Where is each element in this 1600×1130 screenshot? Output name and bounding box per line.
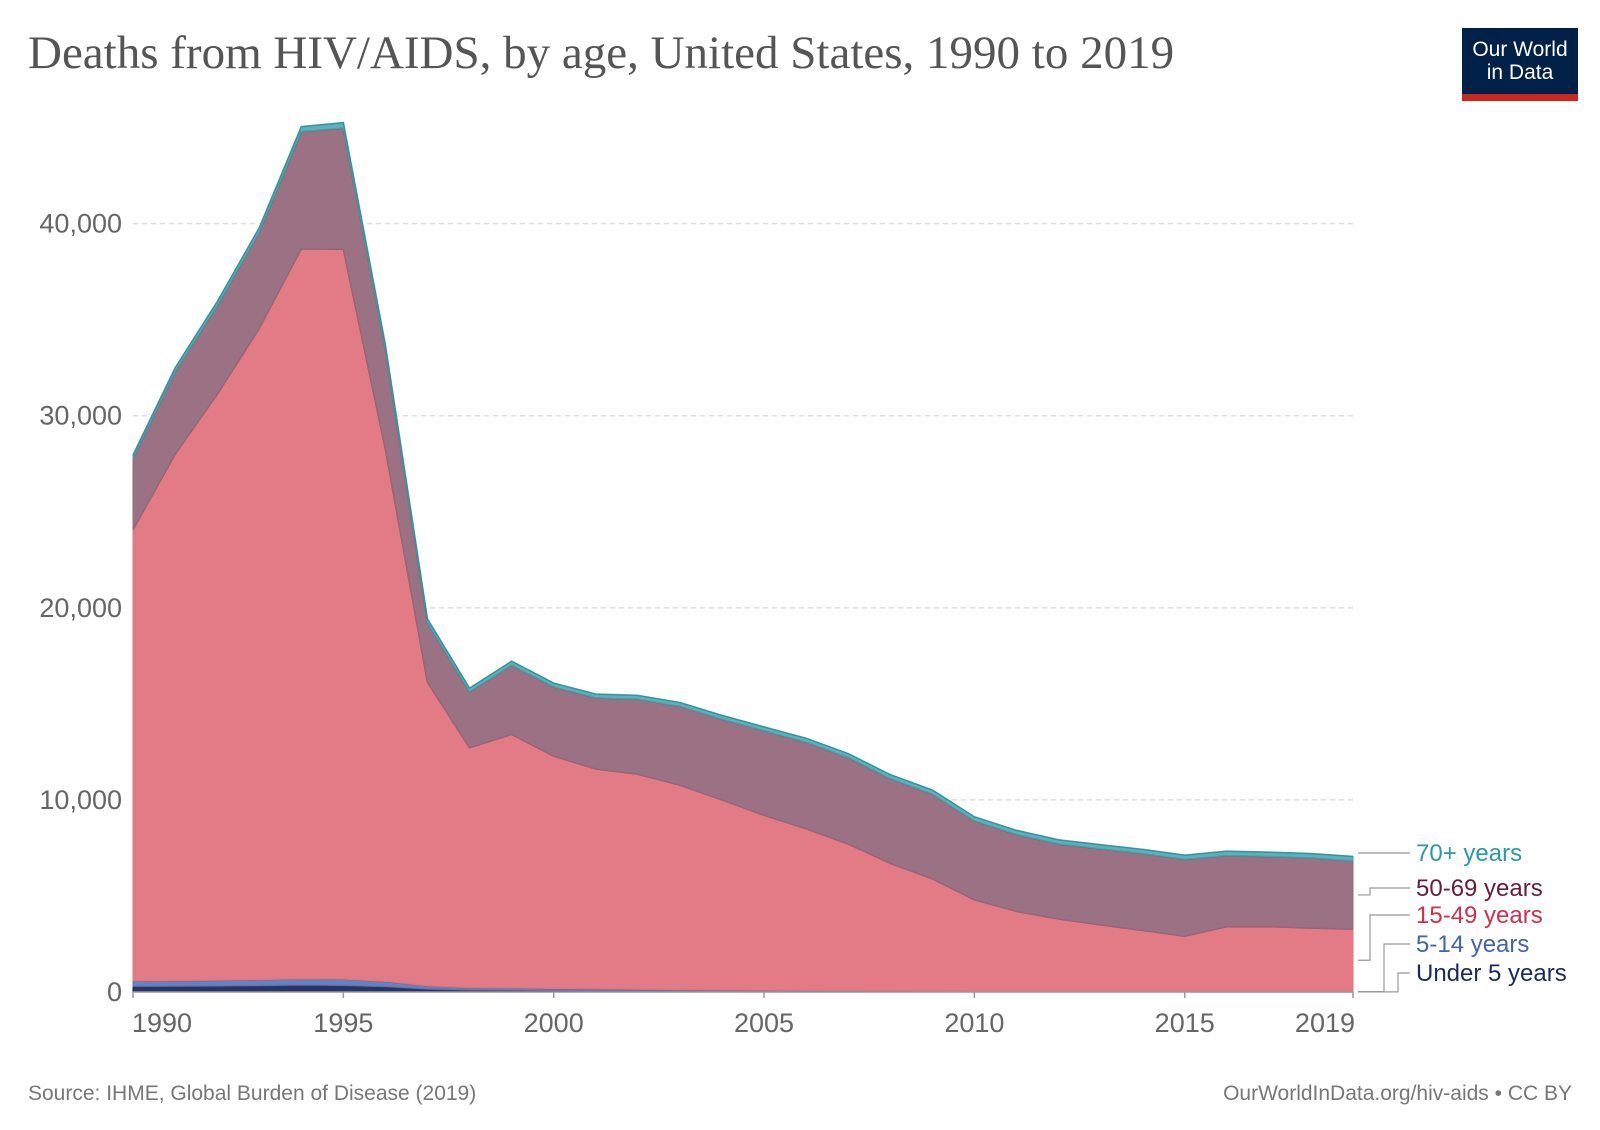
area-outline <box>132 121 1354 858</box>
legend-connector <box>1358 914 1410 961</box>
owid-logo[interactable]: Our World in Data <box>1462 28 1578 101</box>
x-tick-label: 2019 <box>1295 1008 1355 1038</box>
x-tick-label: 1995 <box>313 1008 373 1038</box>
y-tick-label: 0 <box>107 977 122 1007</box>
legend-label-under-5-years[interactable]: Under 5 years <box>1416 960 1567 987</box>
y-tick-label: 40,000 <box>39 209 122 239</box>
legend-label-15-49-years[interactable]: 15-49 years <box>1416 902 1543 929</box>
legend-connector <box>1358 972 1410 993</box>
legend-connector <box>1358 887 1410 896</box>
logo-line-2: in Data <box>1486 61 1554 84</box>
legend-label-70-years[interactable]: 70+ years <box>1416 840 1522 867</box>
legend-label-5-14-years[interactable]: 5-14 years <box>1416 931 1529 958</box>
area-series <box>132 121 1354 993</box>
x-axis: 1990 1995 2000 2005 2010 2015 2019 <box>132 991 1355 1038</box>
y-tick-label: 20,000 <box>39 593 122 623</box>
x-tick-label: 2015 <box>1155 1008 1215 1038</box>
x-tick-label: 1990 <box>132 1008 192 1038</box>
x-tick-label: 2000 <box>524 1008 584 1038</box>
source-note: Source: IHME, Global Burden of Disease (… <box>28 1082 477 1105</box>
legend-label-50-69-years[interactable]: 50-69 years <box>1416 875 1543 902</box>
y-tick-label: 30,000 <box>39 401 122 431</box>
chart-title: Deaths from HIV/AIDS, by age, United Sta… <box>28 27 1175 79</box>
y-tick-label: 10,000 <box>39 785 122 815</box>
license-link[interactable]: OurWorldInData.org/hiv-aids • CC BY <box>1223 1082 1572 1105</box>
legend-connector <box>1358 943 1410 993</box>
x-tick-label: 2005 <box>734 1008 794 1038</box>
y-axis: 0 10,000 20,000 30,000 40,000 <box>39 209 122 1007</box>
logo-line-1: Our World <box>1472 38 1568 61</box>
x-tick-label: 2010 <box>944 1008 1004 1038</box>
